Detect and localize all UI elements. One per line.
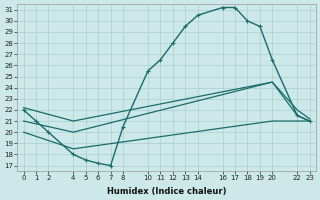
X-axis label: Humidex (Indice chaleur): Humidex (Indice chaleur) — [107, 187, 226, 196]
